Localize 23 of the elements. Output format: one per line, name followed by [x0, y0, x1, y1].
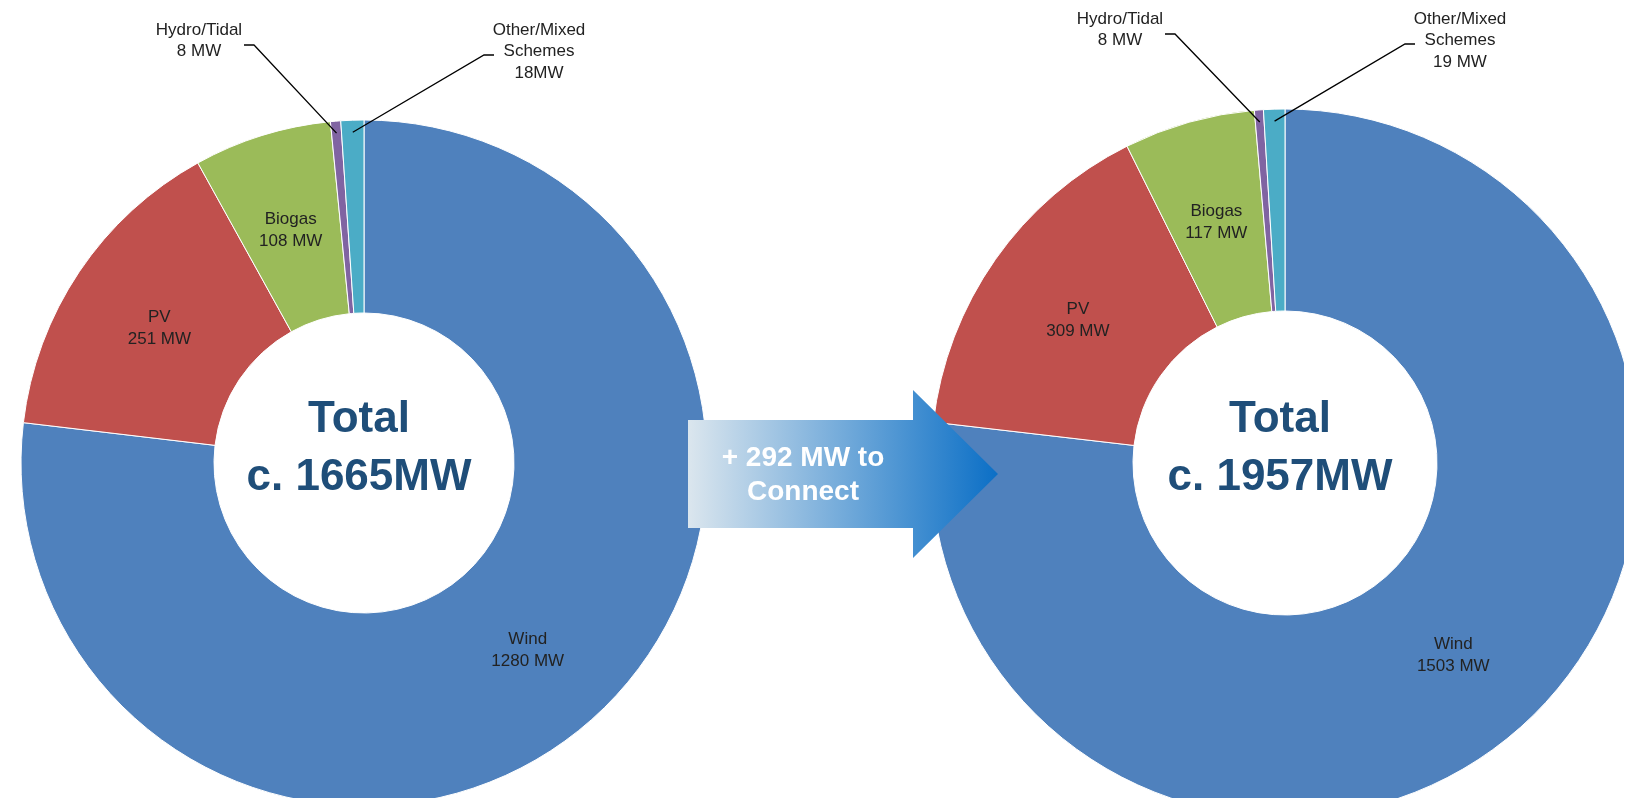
data-label: 19 MW	[1433, 51, 1487, 71]
slice-label: Other/Mixed Schemes	[492, 20, 586, 61]
slice-label: PV	[1066, 299, 1090, 319]
data-label: 108 MW	[259, 231, 323, 251]
data-label: 18MW	[514, 62, 564, 82]
slice-label: Hydro/Tidal	[1076, 9, 1164, 28]
data-label: 1280 MW	[491, 650, 565, 670]
data-label: 117 MW	[1185, 223, 1248, 243]
data-label: 8 MW	[176, 41, 222, 61]
slice-label: Biogas	[264, 209, 317, 229]
text: + 292 MW to Connect	[720, 440, 886, 508]
text: Total c. 1665MW	[245, 391, 473, 501]
data-label: 1503 MW	[1416, 655, 1490, 675]
slice-label: Hydro/Tidal	[155, 20, 243, 39]
data-label: 8 MW	[1097, 30, 1143, 50]
data-label: 309 MW	[1046, 321, 1110, 341]
slice-label: Wind	[508, 628, 548, 648]
slice-label: Wind	[1433, 633, 1473, 653]
slice-label: Other/Mixed Schemes	[1413, 9, 1507, 50]
text: Total c. 1957MW	[1166, 391, 1394, 501]
slice-label: PV	[148, 307, 172, 327]
data-label: 251 MW	[127, 329, 192, 349]
slice-label: Biogas	[1190, 201, 1243, 221]
